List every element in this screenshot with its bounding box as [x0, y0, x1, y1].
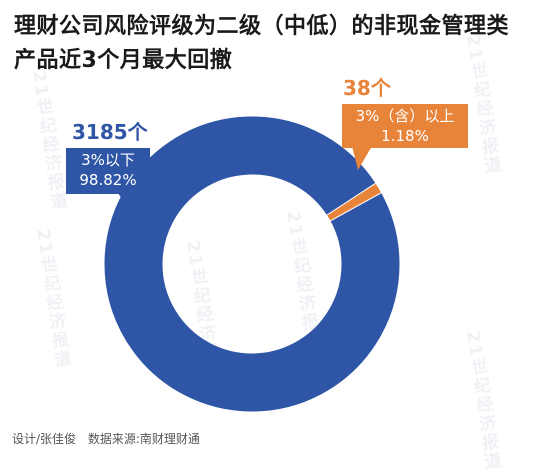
chart-title-line-2: 产品近3个月最大回撤 — [14, 48, 233, 73]
footer: 设计/张佳俊 数据来源:南财理财通 — [12, 430, 208, 447]
chart-title: 理财公司风险评级为二级（中低）的非现金管理类 产品近3个月最大回撤 — [14, 10, 534, 78]
segment-count-label-below-3pct: 3185个 — [72, 120, 148, 144]
segment-callout-3pct-and-above: 3%（含）以上 1.18% — [342, 104, 468, 148]
callout-pointer-below-3pct — [118, 193, 142, 214]
segment-category-label: 3%（含）以上 — [355, 107, 455, 125]
callout-pointer-3pct-and-above — [352, 146, 372, 170]
footer-design-credit: 设计/张佳俊 — [12, 432, 77, 446]
segment-percent-label: 1.18% — [381, 127, 429, 145]
segment-percent-label: 98.82% — [79, 171, 137, 189]
chart-title-line-1: 理财公司风险评级为二级（中低）的非现金管理类 — [14, 14, 510, 39]
footer-data-source: 数据来源:南财理财通 — [87, 432, 200, 446]
donut-segment-below-3pct — [103, 115, 401, 413]
segment-category-label: 3%以下 — [81, 151, 135, 169]
donut-segment-3pct-and-above — [325, 182, 383, 222]
segment-callout-below-3pct: 3%以下 98.82% — [66, 148, 150, 194]
segment-count-label-3pct-and-above: 38个 — [343, 76, 391, 100]
